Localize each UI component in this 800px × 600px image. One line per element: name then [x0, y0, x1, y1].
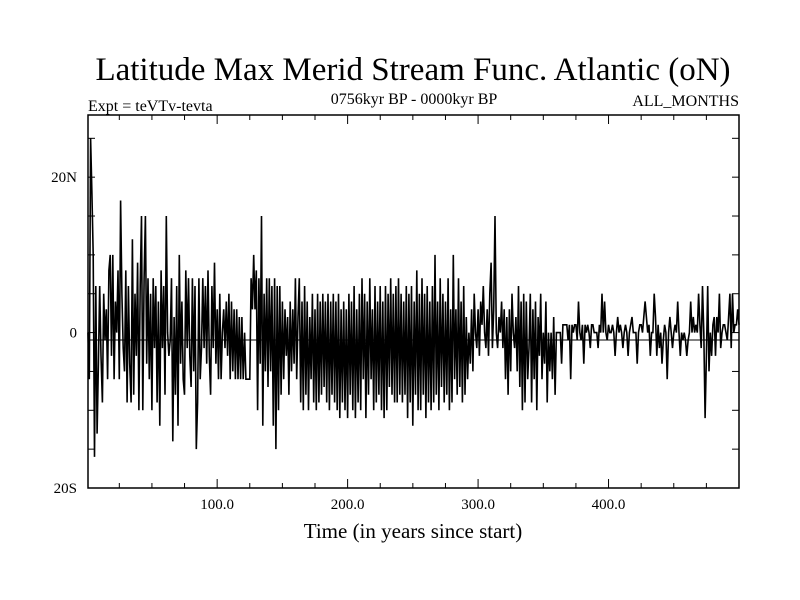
months-label: ALL_MONTHS: [632, 93, 739, 110]
chart-title: Latitude Max Merid Stream Func. Atlantic…: [95, 52, 730, 88]
x-axis-label: Time (in years since start): [304, 519, 523, 543]
axis-tick-labels: 20N 0 20S 100.0 200.0 300.0 400.0: [51, 170, 625, 513]
time-range-label: 0756kyr BP - 0000kyr BP: [331, 91, 498, 108]
series-line: [87, 138, 740, 457]
experiment-label: Expt = teVTv-tevta: [88, 98, 213, 115]
x-tick-label: 200.0: [331, 497, 365, 513]
y-tick-label: 20N: [51, 170, 77, 186]
x-tick-label: 100.0: [200, 497, 234, 513]
x-tick-label: 400.0: [592, 497, 626, 513]
y-tick-label: 0: [70, 326, 78, 342]
y-tick-label: 20S: [54, 481, 77, 497]
x-tick-label: 300.0: [461, 497, 495, 513]
plot-frame: [87, 114, 740, 489]
